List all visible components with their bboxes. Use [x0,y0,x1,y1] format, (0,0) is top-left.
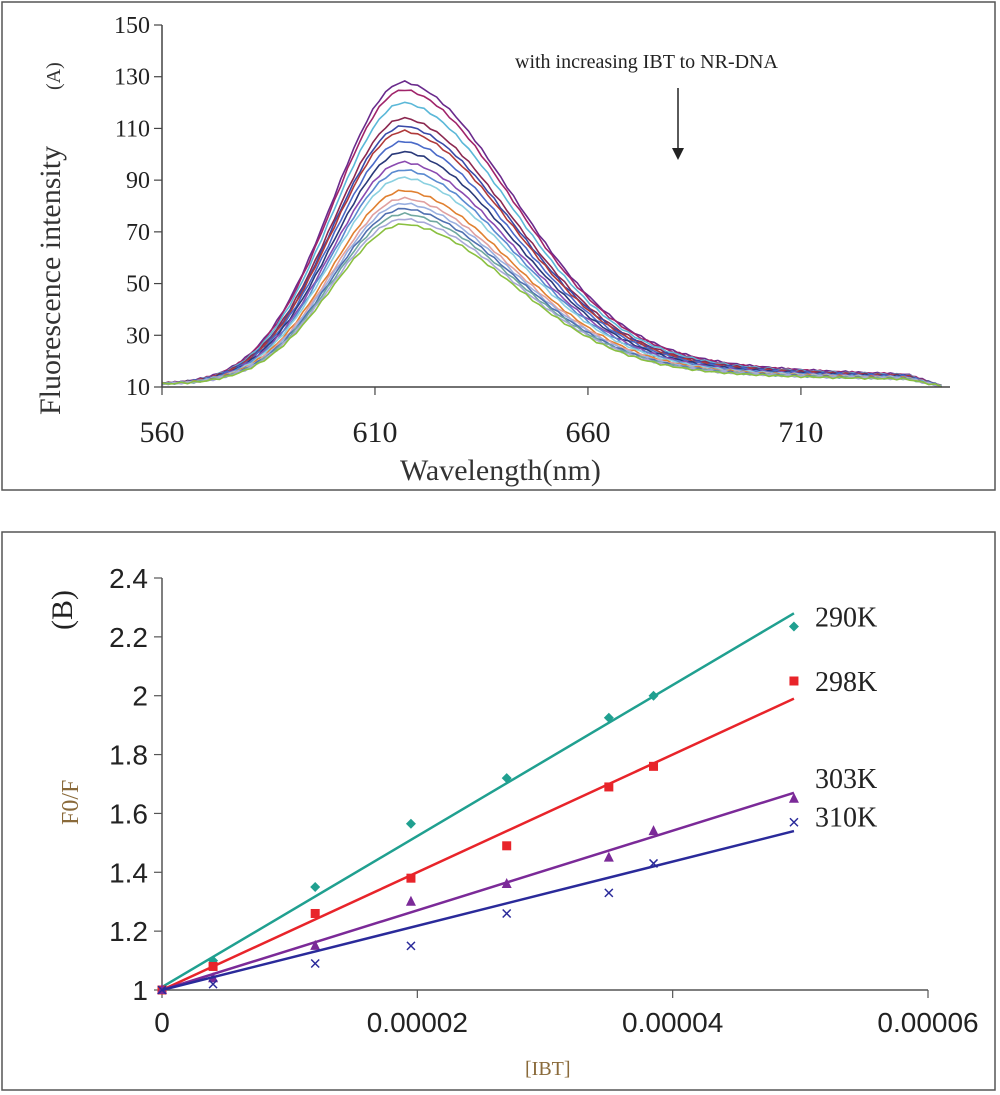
chart-a-y-tick-label: 90 [126,168,150,194]
chart-b-point-290K [501,773,512,784]
chart-b-y-tick-label: 2 [132,681,148,712]
chart-a-y-tick-label: 10 [126,375,150,401]
chart-b-svg: 1 1.2 1.4 1.6 1.8 2 2.2 2.4 0 0.00002 0.00004 0.000… [1,531,996,1091]
chart-a-x-tick-label: 560 [140,416,185,449]
chart-a-series-line [161,207,942,388]
chart-a-series-group [161,80,942,388]
chart-b-fit-line-303K [161,791,795,992]
chart-b-point-310K [502,908,512,919]
chart-b-series-label-290K: 290K [815,602,877,633]
chart-b-x-tick-label: 0 [154,1007,170,1038]
chart-a-frame [1,1,996,491]
chart-a-x-tick-label: 660 [565,416,610,449]
chart-b-point-310K [208,979,218,989]
chart-a-svg: 10 30 50 70 90 110 130 150 560 610 660 710 Waveleng… [1,1,996,491]
chart-b-point-298K [208,961,218,971]
chart-b-point-298K [604,782,614,792]
chart-b-point-310K [310,958,320,969]
chart-b-fit-line-298K [161,697,795,992]
chart-b-point-298K [406,873,416,883]
chart-b-point-303K [603,851,614,862]
chart-a-y-axis-label: Fluorescence intensity [34,146,67,415]
chart-b-fit-line-290K [161,612,795,989]
panel-b-stern-volmer: 1 1.2 1.4 1.6 1.8 2 2.2 2.4 0 0.00002 0.00004 0.000… [0,530,1000,1095]
chart-b-point-290K [603,712,614,723]
chart-b-y-tick-label: 1.6 [109,798,148,829]
chart-a-y-tick-label: 50 [126,272,150,298]
chart-b-point-303K [788,792,799,803]
chart-a-y-tick-label: 110 [115,116,150,142]
chart-b-point-290K [405,818,416,829]
chart-b-series-label-298K: 298K [815,667,877,698]
chart-a-x-tick-label: 610 [352,416,397,449]
chart-a-panel-label: (A) [43,62,65,90]
chart-b-panel-label: (B) [46,590,79,630]
chart-b-point-290K [648,690,659,701]
chart-b-x-tick-label: 0.00002 [367,1007,468,1038]
chart-b-point-298K [502,841,512,851]
chart-b-point-303K [648,825,659,836]
chart-a-annotation: with increasing IBT to NR-DNA [515,51,778,73]
chart-b-point-298K [649,761,659,771]
chart-a-axes: 10 30 50 70 90 110 130 150 560 610 660 710 [114,13,950,449]
chart-a-series-line [161,196,942,387]
chart-b-series-label-303K: 303K [815,764,877,795]
chart-b-y-tick-label: 1.2 [109,916,148,947]
chart-b-point-303K [310,939,321,950]
chart-b-y-axis-label: F0/F [58,780,84,825]
chart-b-x-tick-label: 0.00004 [622,1007,723,1038]
chart-b-frame [1,531,996,1091]
chart-a-series-line [161,223,942,388]
chart-b-point-290K [788,621,799,632]
chart-a-series-line [161,129,942,386]
chart-b-series-group: 290K 298K 303K 310K [157,602,877,995]
chart-b-point-290K [310,882,321,892]
chart-b-point-310K [789,817,799,827]
chart-b-x-axis-label: [IBT] [525,1058,571,1080]
chart-b-y-tick-label: 1.4 [109,857,148,888]
chart-a-annotation-arrow-head [672,148,684,160]
chart-a-y-tick-label: 30 [126,323,150,349]
chart-b-axes: 1 1.2 1.4 1.6 1.8 2 2.2 2.4 0 0.00002 0.00004 0.000… [109,563,979,1038]
chart-b-series-label-310K: 310K [815,802,877,833]
chart-a-series-line [161,80,942,386]
chart-b-y-tick-label: 1 [132,975,148,1006]
chart-b-point-298K [789,676,799,686]
chart-b-point-310K [648,858,659,868]
chart-b-fit-line-310K [161,829,795,992]
chart-a-y-tick-label: 70 [126,220,150,246]
chart-a-y-tick-label: 130 [114,65,150,91]
chart-b-y-tick-label: 1.8 [109,740,148,771]
chart-b-point-310K [604,888,614,898]
chart-a-y-tick-label: 150 [114,13,150,39]
chart-b-point-310K [157,985,167,995]
chart-b-point-298K [310,908,320,918]
chart-b-point-310K [406,941,416,951]
chart-a-x-axis-label: Wavelength(nm) [400,454,601,487]
chart-b-point-303K [501,878,512,889]
chart-b-x-tick-label: 0.00006 [877,1007,978,1038]
chart-b-point-303K [405,895,416,906]
chart-b-y-tick-label: 2.4 [109,563,148,594]
chart-b-y-tick-label: 2.2 [109,622,148,653]
panel-a-fluorescence-spectra: 10 30 50 70 90 110 130 150 560 610 660 710 Waveleng… [0,0,1000,495]
chart-a-x-tick-label: 710 [778,416,823,449]
chart-a-series-line [161,176,942,387]
